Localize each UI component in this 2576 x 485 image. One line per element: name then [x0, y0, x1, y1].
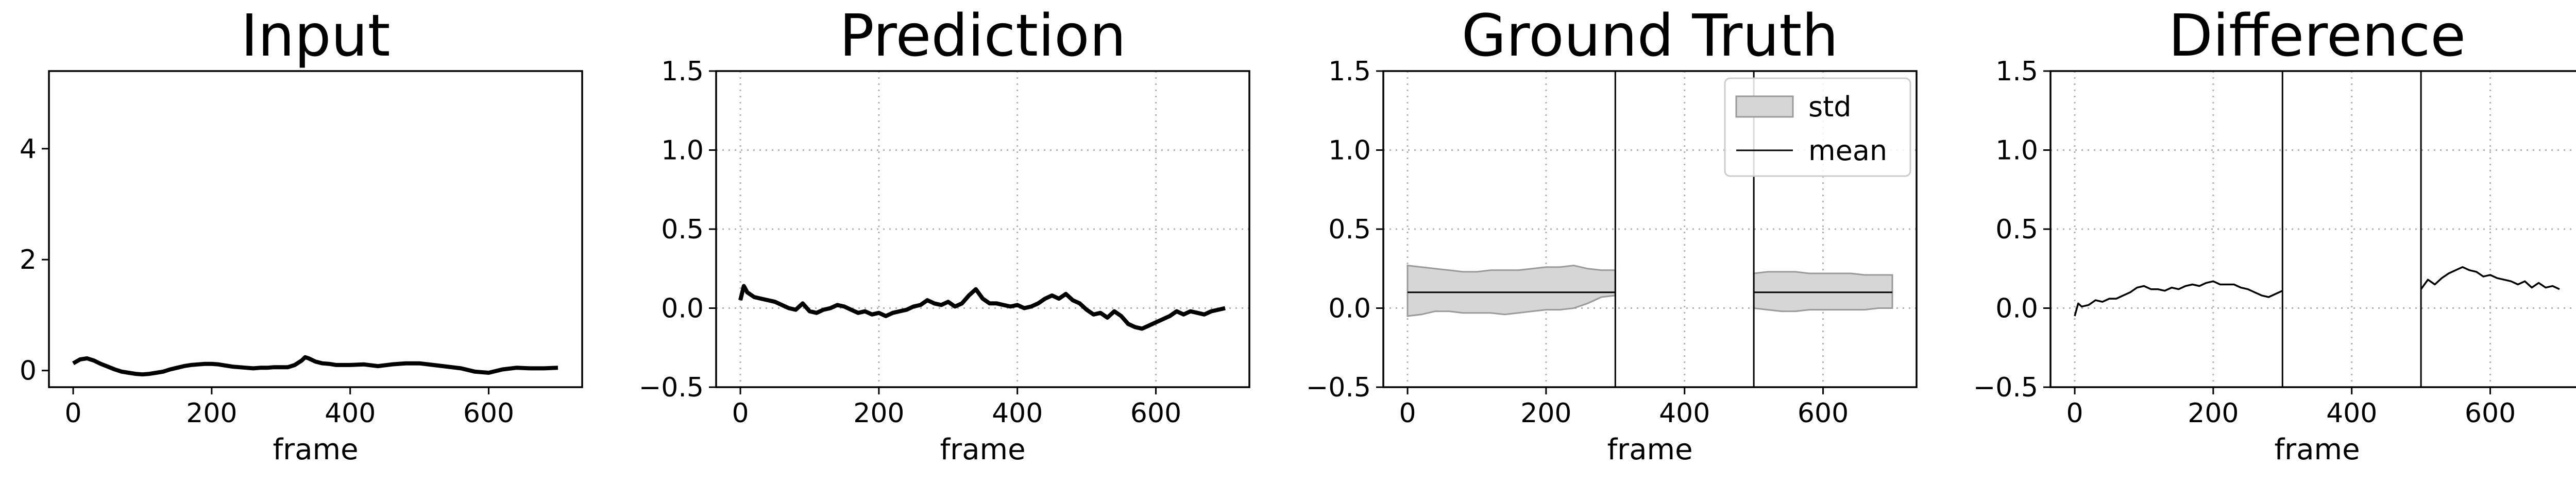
- x-axis-label: frame: [1607, 433, 1692, 466]
- y-tick-label: 4: [20, 134, 37, 165]
- x-tick-label: 200: [2188, 398, 2239, 429]
- y-tick-label: 0.0: [1328, 293, 1371, 324]
- chart-title: Difference: [2168, 3, 2466, 70]
- y-tick-label: 1.0: [661, 135, 704, 166]
- y-tick-label: 0: [20, 356, 37, 387]
- x-tick-label: 400: [2326, 398, 2377, 429]
- x-tick-label: 0: [1399, 398, 1416, 429]
- x-tick-label: 0: [64, 398, 81, 429]
- y-tick-label: 0.0: [1995, 293, 2038, 324]
- chart-title: Ground Truth: [1462, 3, 1838, 70]
- x-axis-label: frame: [273, 433, 358, 466]
- x-axis-label: frame: [940, 433, 1025, 466]
- series-line-0: [72, 355, 558, 377]
- legend-label-mean: mean: [1808, 134, 1887, 167]
- y-tick-label: 0.5: [1995, 214, 2038, 245]
- y-tick-label: 1.5: [1995, 56, 2038, 87]
- y-tick-label: 1.5: [1328, 56, 1371, 87]
- subplot-2: Ground Truth 0 200 400 600 −0.5 0.0 0.5 1.0 1.5 fr…: [1306, 3, 1918, 466]
- x-axis-label: frame: [2274, 433, 2360, 466]
- chart-title: Prediction: [839, 3, 1126, 70]
- x-tick-label: 600: [2465, 398, 2516, 429]
- y-tick-label: −0.5: [1306, 372, 1371, 403]
- x-tick-label: 400: [325, 398, 376, 429]
- series-line-0: [738, 284, 1226, 331]
- x-tick-label: 600: [1798, 398, 1849, 429]
- y-tick-label: 2: [20, 245, 37, 275]
- y-tick-label: 1.0: [1328, 135, 1371, 166]
- std-band-0: [1406, 264, 1616, 317]
- legend-label-std: std: [1808, 91, 1852, 123]
- y-tick-label: 0.0: [661, 293, 704, 324]
- plot-area: [738, 284, 1226, 331]
- x-tick-label: 600: [1130, 398, 1181, 429]
- y-tick-label: 0.5: [1328, 214, 1371, 245]
- x-tick-label: 0: [2066, 398, 2083, 429]
- std-band-1: [1753, 271, 1893, 313]
- legend-swatch-std: [1735, 95, 1794, 118]
- subplot-3: Difference 0 200 400 600 −0.5 0.0 0.5 1.0 1.5 fram…: [1973, 3, 2576, 466]
- plot-area: [2074, 71, 2560, 387]
- x-tick-label: 0: [732, 398, 749, 429]
- legend: std mean: [1724, 77, 1911, 177]
- x-tick-label: 200: [186, 398, 237, 429]
- plot-area: [72, 355, 558, 377]
- y-tick-label: 0.5: [661, 214, 704, 245]
- x-tick-label: 400: [1659, 398, 1710, 429]
- y-tick-label: 1.5: [661, 56, 704, 87]
- subplot-0: Input 0 200 400 600 0 2 4 frame: [20, 3, 583, 466]
- y-tick-label: 1.0: [1995, 135, 2038, 166]
- x-tick-label: 200: [853, 398, 904, 429]
- plot-frame: [48, 70, 583, 388]
- x-tick-label: 400: [992, 398, 1043, 429]
- x-tick-label: 600: [463, 398, 514, 429]
- plot-area: [1406, 71, 1893, 387]
- chart-title: Input: [241, 3, 390, 70]
- y-tick-label: −0.5: [639, 372, 704, 403]
- series-line-1: [2420, 266, 2560, 290]
- series-line-0: [2074, 280, 2283, 317]
- subplot-1: Prediction 0 200 400 600 −0.5 0.0 0.5 1.0 1.5 fram…: [639, 3, 1250, 466]
- x-tick-label: 200: [1520, 398, 1571, 429]
- y-tick-label: −0.5: [1973, 372, 2038, 403]
